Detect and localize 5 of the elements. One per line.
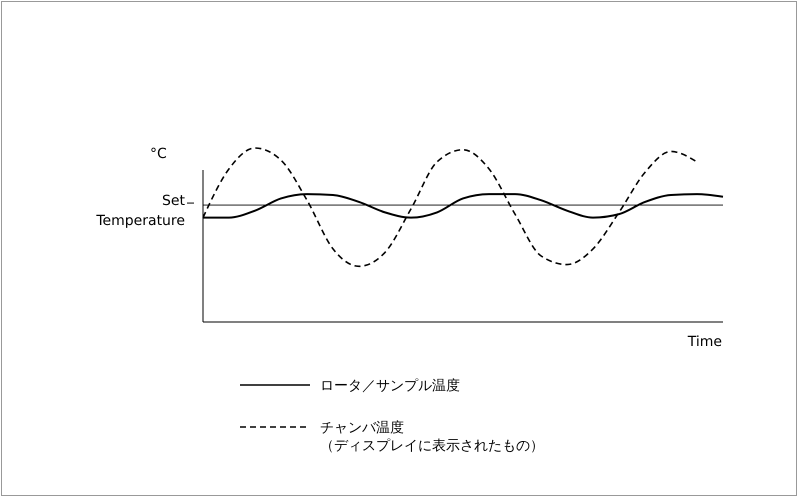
ref-line-label: Set Temperature [95, 193, 186, 230]
y-axis-title: °C [150, 146, 167, 162]
legend-label: チャンバ温度（ディスプレイに表示されたもの） [320, 420, 544, 454]
x-axis-title: Time [686, 334, 722, 350]
legend-label: ロータ／サンプル温度 [320, 378, 460, 394]
